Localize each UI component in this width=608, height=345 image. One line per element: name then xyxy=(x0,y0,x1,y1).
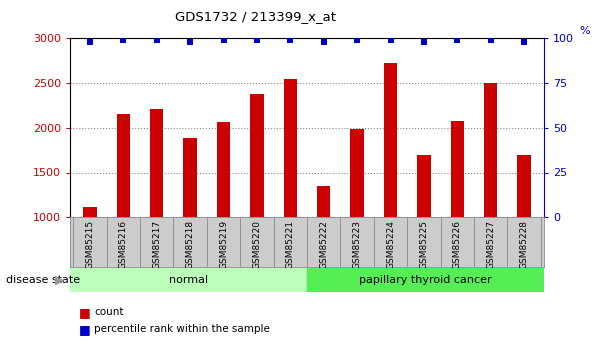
Text: %: % xyxy=(579,26,590,36)
Point xyxy=(352,37,362,42)
Point xyxy=(119,37,128,42)
Point xyxy=(452,37,462,42)
Text: GSM85217: GSM85217 xyxy=(152,220,161,269)
Bar xyxy=(517,155,531,217)
Point xyxy=(85,39,95,44)
Bar xyxy=(150,109,164,217)
Text: count: count xyxy=(94,307,124,317)
Text: GDS1732 / 213399_x_at: GDS1732 / 213399_x_at xyxy=(175,10,336,23)
Point xyxy=(252,37,262,42)
Bar xyxy=(117,114,130,217)
Bar xyxy=(451,121,464,217)
Text: ▶: ▶ xyxy=(55,274,64,287)
Text: GSM85224: GSM85224 xyxy=(386,220,395,269)
Text: GSM85223: GSM85223 xyxy=(353,220,362,269)
Text: percentile rank within the sample: percentile rank within the sample xyxy=(94,325,270,334)
Bar xyxy=(184,138,197,217)
Text: GSM85228: GSM85228 xyxy=(520,220,528,269)
Point xyxy=(185,39,195,44)
Text: disease state: disease state xyxy=(6,275,80,285)
Text: GSM85216: GSM85216 xyxy=(119,220,128,269)
Bar xyxy=(83,207,97,217)
Text: GSM85226: GSM85226 xyxy=(453,220,462,269)
Text: GSM85218: GSM85218 xyxy=(185,220,195,269)
Text: GSM85222: GSM85222 xyxy=(319,220,328,269)
Text: ■: ■ xyxy=(79,323,91,336)
Bar xyxy=(417,155,430,217)
Text: papillary thyroid cancer: papillary thyroid cancer xyxy=(359,275,492,285)
Point xyxy=(419,39,429,44)
Point xyxy=(152,37,162,42)
Text: GSM85215: GSM85215 xyxy=(86,220,94,269)
Text: GSM85221: GSM85221 xyxy=(286,220,295,269)
Bar xyxy=(250,93,264,217)
Bar xyxy=(217,122,230,217)
Point xyxy=(286,37,295,42)
Bar xyxy=(317,186,330,217)
Bar xyxy=(307,268,544,292)
Point xyxy=(385,37,395,42)
Text: GSM85225: GSM85225 xyxy=(420,220,429,269)
Text: GSM85227: GSM85227 xyxy=(486,220,496,269)
Text: GSM85220: GSM85220 xyxy=(252,220,261,269)
Bar xyxy=(70,268,307,292)
Point xyxy=(219,37,229,42)
Bar xyxy=(484,83,497,217)
Text: ■: ■ xyxy=(79,306,91,319)
Bar xyxy=(384,63,397,217)
Text: GSM85219: GSM85219 xyxy=(219,220,228,269)
Text: normal: normal xyxy=(169,275,208,285)
Bar xyxy=(284,79,297,217)
Point xyxy=(519,39,529,44)
Point xyxy=(486,37,496,42)
Bar xyxy=(350,129,364,217)
Point xyxy=(319,39,328,44)
